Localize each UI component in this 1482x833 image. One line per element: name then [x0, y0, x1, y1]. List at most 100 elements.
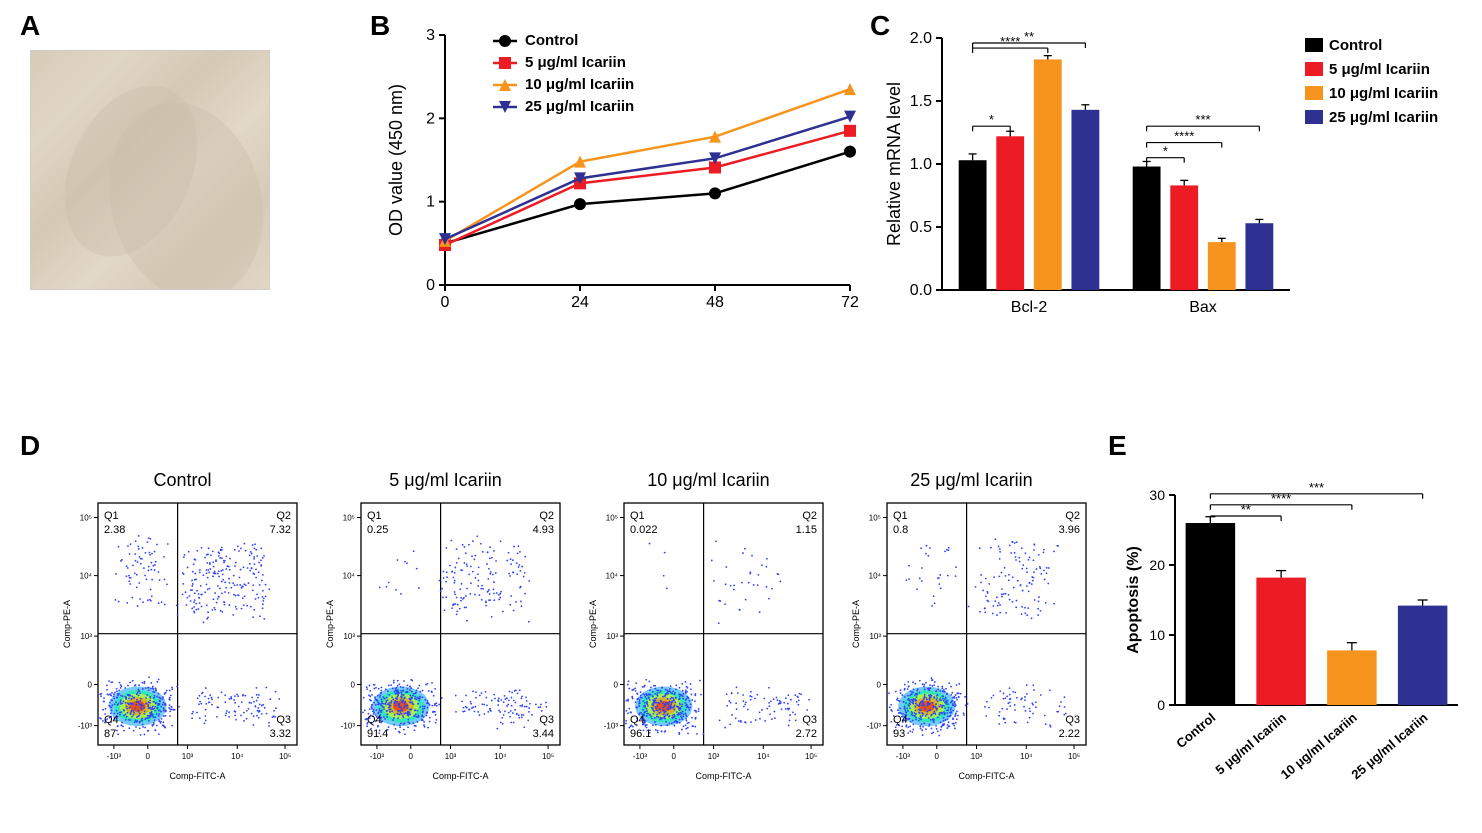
svg-text:25 μg/ml Icariin: 25 μg/ml Icariin — [1348, 710, 1430, 782]
svg-text:10⁵: 10⁵ — [542, 752, 554, 761]
svg-text:5 μg/ml Icariin: 5 μg/ml Icariin — [1329, 61, 1430, 78]
svg-text:96.1: 96.1 — [630, 728, 651, 740]
svg-text:Q3: Q3 — [276, 714, 291, 726]
svg-text:Q2: Q2 — [539, 510, 554, 522]
svg-text:2.0: 2.0 — [910, 30, 932, 47]
svg-text:10⁵: 10⁵ — [80, 514, 92, 523]
svg-text:10⁴: 10⁴ — [757, 752, 770, 761]
svg-text:1.15: 1.15 — [796, 524, 817, 536]
svg-text:0: 0 — [877, 681, 882, 690]
svg-text:10³: 10³ — [708, 752, 720, 761]
svg-text:Q4: Q4 — [104, 714, 119, 726]
svg-text:-10³: -10³ — [341, 722, 356, 731]
panel-e-barchart: 0102030Apoptosis (%)Control5 μg/ml Icari… — [1120, 445, 1470, 820]
flow-plot: ControlQ12.38Q27.32Q33.32Q487-10³010³10⁴… — [60, 470, 305, 785]
svg-text:10: 10 — [1149, 627, 1165, 643]
svg-text:1: 1 — [426, 194, 435, 211]
svg-text:10⁵: 10⁵ — [805, 752, 817, 761]
panel-b-linechart: 01230244872time (h)OD value (450 nm)Cont… — [380, 20, 860, 330]
svg-text:0: 0 — [409, 752, 414, 761]
svg-text:10 μg/ml Icariin: 10 μg/ml Icariin — [525, 76, 634, 93]
svg-text:10 μg/ml Icariin: 10 μg/ml Icariin — [1329, 85, 1438, 102]
svg-text:Q2: Q2 — [276, 510, 291, 522]
svg-text:7.32: 7.32 — [270, 524, 291, 536]
svg-text:2: 2 — [426, 110, 435, 127]
svg-text:1.0: 1.0 — [910, 156, 932, 173]
svg-text:Q1: Q1 — [630, 510, 645, 522]
svg-text:Q1: Q1 — [893, 510, 908, 522]
svg-text:0.5: 0.5 — [910, 219, 932, 236]
svg-text:Comp-PE-A: Comp-PE-A — [588, 600, 598, 648]
svg-text:0.0: 0.0 — [910, 282, 932, 299]
svg-text:10⁴: 10⁴ — [494, 752, 507, 761]
svg-text:10³: 10³ — [343, 632, 355, 641]
panel-label-d: D — [20, 430, 40, 462]
svg-text:Q2: Q2 — [1065, 510, 1080, 522]
svg-text:Comp-FITC-A: Comp-FITC-A — [433, 771, 489, 781]
svg-text:10³: 10³ — [971, 752, 983, 761]
flow-plot: 5 μg/ml IcariinQ10.25Q24.93Q33.44Q491.4-… — [323, 470, 568, 785]
flow-plot-title: Control — [60, 470, 305, 491]
svg-text:10⁵: 10⁵ — [1068, 752, 1080, 761]
svg-text:91.4: 91.4 — [367, 728, 388, 740]
svg-text:2.38: 2.38 — [104, 524, 125, 536]
svg-text:-10³: -10³ — [896, 752, 911, 761]
svg-text:10⁵: 10⁵ — [343, 514, 355, 523]
svg-text:Comp-FITC-A: Comp-FITC-A — [170, 771, 226, 781]
svg-text:48: 48 — [706, 294, 724, 311]
svg-text:****: **** — [1000, 34, 1020, 49]
svg-text:0: 0 — [614, 681, 619, 690]
svg-text:72: 72 — [841, 294, 859, 311]
svg-text:0: 0 — [441, 294, 450, 311]
svg-text:Q4: Q4 — [630, 714, 645, 726]
svg-text:87: 87 — [104, 728, 116, 740]
svg-text:10⁵: 10⁵ — [279, 752, 291, 761]
svg-text:Comp-FITC-A: Comp-FITC-A — [959, 771, 1015, 781]
svg-text:**: ** — [1024, 29, 1034, 44]
svg-text:10⁵: 10⁵ — [869, 514, 881, 523]
svg-text:OD value (450 nm): OD value (450 nm) — [386, 84, 406, 236]
svg-text:10⁵: 10⁵ — [606, 514, 618, 523]
svg-text:****: **** — [1271, 491, 1291, 506]
panel-d-flowplots: ControlQ12.38Q27.32Q33.32Q487-10³010³10⁴… — [60, 470, 1094, 785]
svg-text:10⁴: 10⁴ — [80, 572, 93, 581]
svg-text:0: 0 — [1157, 697, 1165, 713]
svg-text:Q1: Q1 — [367, 510, 382, 522]
svg-text:93: 93 — [893, 728, 905, 740]
svg-text:10³: 10³ — [445, 752, 457, 761]
svg-text:24: 24 — [571, 294, 589, 311]
svg-text:-10³: -10³ — [107, 752, 122, 761]
svg-text:Q3: Q3 — [539, 714, 554, 726]
microscopy-image — [30, 50, 270, 290]
svg-text:Comp-PE-A: Comp-PE-A — [851, 600, 861, 648]
svg-text:Q4: Q4 — [893, 714, 908, 726]
svg-text:25 μg/ml Icariin: 25 μg/ml Icariin — [1329, 109, 1438, 126]
svg-text:0: 0 — [672, 752, 677, 761]
svg-text:2.72: 2.72 — [796, 728, 817, 740]
svg-text:Relative mRNA level: Relative mRNA level — [884, 82, 904, 246]
svg-text:5 μg/ml Icariin: 5 μg/ml Icariin — [525, 54, 626, 71]
svg-text:-10³: -10³ — [604, 722, 619, 731]
flow-plot: 10 μg/ml IcariinQ10.022Q21.15Q32.72Q496.… — [586, 470, 831, 785]
svg-text:Apoptosis (%): Apoptosis (%) — [1125, 546, 1142, 654]
svg-text:*: * — [1163, 144, 1168, 159]
svg-text:25 μg/ml Icariin: 25 μg/ml Icariin — [525, 98, 634, 115]
svg-text:10⁴: 10⁴ — [343, 572, 356, 581]
svg-text:0.8: 0.8 — [893, 524, 908, 536]
svg-text:10⁴: 10⁴ — [1020, 752, 1033, 761]
svg-text:10⁴: 10⁴ — [869, 572, 882, 581]
svg-text:Comp-PE-A: Comp-PE-A — [325, 600, 335, 648]
svg-text:10⁴: 10⁴ — [606, 572, 619, 581]
svg-text:10³: 10³ — [606, 632, 618, 641]
svg-text:0: 0 — [88, 681, 93, 690]
panel-label-a: A — [20, 10, 40, 42]
svg-text:Comp-PE-A: Comp-PE-A — [62, 600, 72, 648]
svg-text:10⁴: 10⁴ — [231, 752, 244, 761]
svg-text:4.93: 4.93 — [533, 524, 554, 536]
svg-text:Q2: Q2 — [802, 510, 817, 522]
svg-text:Q3: Q3 — [1065, 714, 1080, 726]
svg-text:Control: Control — [1173, 710, 1218, 751]
svg-text:-10³: -10³ — [633, 752, 648, 761]
svg-text:3.96: 3.96 — [1059, 524, 1080, 536]
svg-text:3.44: 3.44 — [533, 728, 554, 740]
